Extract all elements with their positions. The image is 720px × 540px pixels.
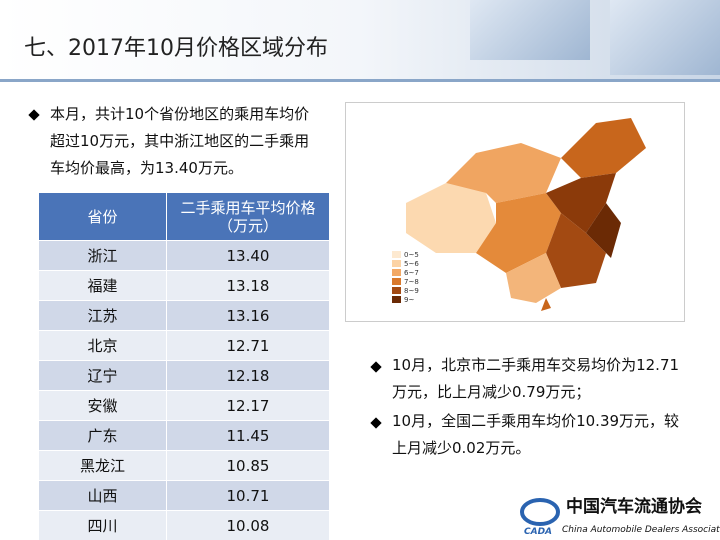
province-cell: 四川 (38, 510, 167, 540)
bullet (28, 109, 40, 121)
logo-name: 中国汽车流通协会 (566, 496, 702, 517)
legend-label: 5~6 (404, 260, 419, 268)
region (546, 173, 616, 233)
price-table: 省份 二手乘用车平均价格（万元） 浙江 13.40 福建 13.18 江苏 13.16 北京… (38, 192, 330, 540)
region (446, 143, 561, 203)
region (561, 118, 646, 178)
note-text: 10月，全国二手乘用车均价10.39万元，较上月减少0.02万元。 (392, 412, 680, 457)
legend-swatch (392, 287, 401, 294)
legend-label: 7~8 (404, 278, 419, 286)
province-cell: 辽宁 (38, 360, 167, 391)
table-row: 辽宁 12.18 (38, 360, 330, 391)
price-cell: 13.40 (166, 240, 330, 271)
map-frame: 0~5 5~6 6~7 7~8 8~9 9~ (345, 102, 685, 322)
price-cell: 12.71 (166, 330, 330, 361)
legend-swatch (392, 269, 401, 276)
decor (470, 0, 590, 60)
table-row: 浙江 13.40 (38, 240, 330, 271)
table-row: 山西 10.71 (38, 480, 330, 511)
decor (610, 0, 720, 75)
region (406, 183, 496, 253)
price-cell: 10.85 (166, 450, 330, 481)
table-row: 四川 10.08 (38, 510, 330, 540)
china-map: 0~55~66~77~88~99~ (392, 118, 646, 311)
legend-label: 9~ (404, 296, 414, 304)
map-legend: 0~55~66~77~88~99~ (392, 251, 419, 304)
legend-label: 0~5 (404, 251, 419, 259)
price-cell: 10.71 (166, 480, 330, 511)
header-bar (0, 0, 720, 80)
table-row: 广东 11.45 (38, 420, 330, 451)
table-row: 江苏 13.16 (38, 300, 330, 331)
province-cell: 福建 (38, 270, 167, 301)
table-row: 安徽 12.17 (38, 390, 330, 421)
table-row: 北京 12.71 (38, 330, 330, 361)
logo-english: China Automobile Dealers Association (562, 525, 720, 535)
province-cell: 山西 (38, 480, 167, 511)
province-cell: 黑龙江 (38, 450, 167, 481)
note-text: 10月，北京市二手乘用车交易均价为12.71万元，比上月减少0.79万元； (392, 356, 680, 401)
region (546, 213, 606, 288)
price-cell: 12.17 (166, 390, 330, 421)
province-cell: 安徽 (38, 390, 167, 421)
price-cell: 12.18 (166, 360, 330, 391)
province-cell: 江苏 (38, 300, 167, 331)
legend-swatch (392, 251, 401, 258)
legend-label: 8~9 (404, 287, 419, 295)
province-cell: 广东 (38, 420, 167, 451)
header-line (0, 79, 720, 82)
price-cell: 13.18 (166, 270, 330, 301)
province-cell: 北京 (38, 330, 167, 361)
bullet (370, 361, 382, 373)
region (586, 203, 621, 258)
price-cell: 11.45 (166, 420, 330, 451)
province-cell: 浙江 (38, 240, 167, 271)
column-header: 省份 (38, 192, 167, 241)
logo-abbr: CADA (524, 527, 552, 537)
title: 七、2017年10月价格区域分布 (24, 36, 328, 61)
legend-label: 6~7 (404, 269, 419, 277)
price-cell: 10.08 (166, 510, 330, 540)
logo-mark (520, 498, 560, 526)
bullet (370, 417, 382, 429)
region (476, 193, 561, 273)
table-row: 黑龙江 10.85 (38, 450, 330, 481)
region (506, 253, 561, 303)
legend-swatch (392, 278, 401, 285)
logo: CADA 中国汽车流通协会 China Automobile Dealers A… (520, 496, 720, 537)
table-row: 福建 13.18 (38, 270, 330, 301)
column-header: 二手乘用车平均价格（万元） (166, 192, 330, 241)
legend-swatch (392, 296, 401, 303)
price-cell: 13.16 (166, 300, 330, 331)
intro-text: 本月，共计10个省份地区的乘用车均价超过10万元，其中浙江地区的二手乘用车均价最… (50, 105, 310, 177)
legend-swatch (392, 260, 401, 267)
region (541, 298, 551, 311)
